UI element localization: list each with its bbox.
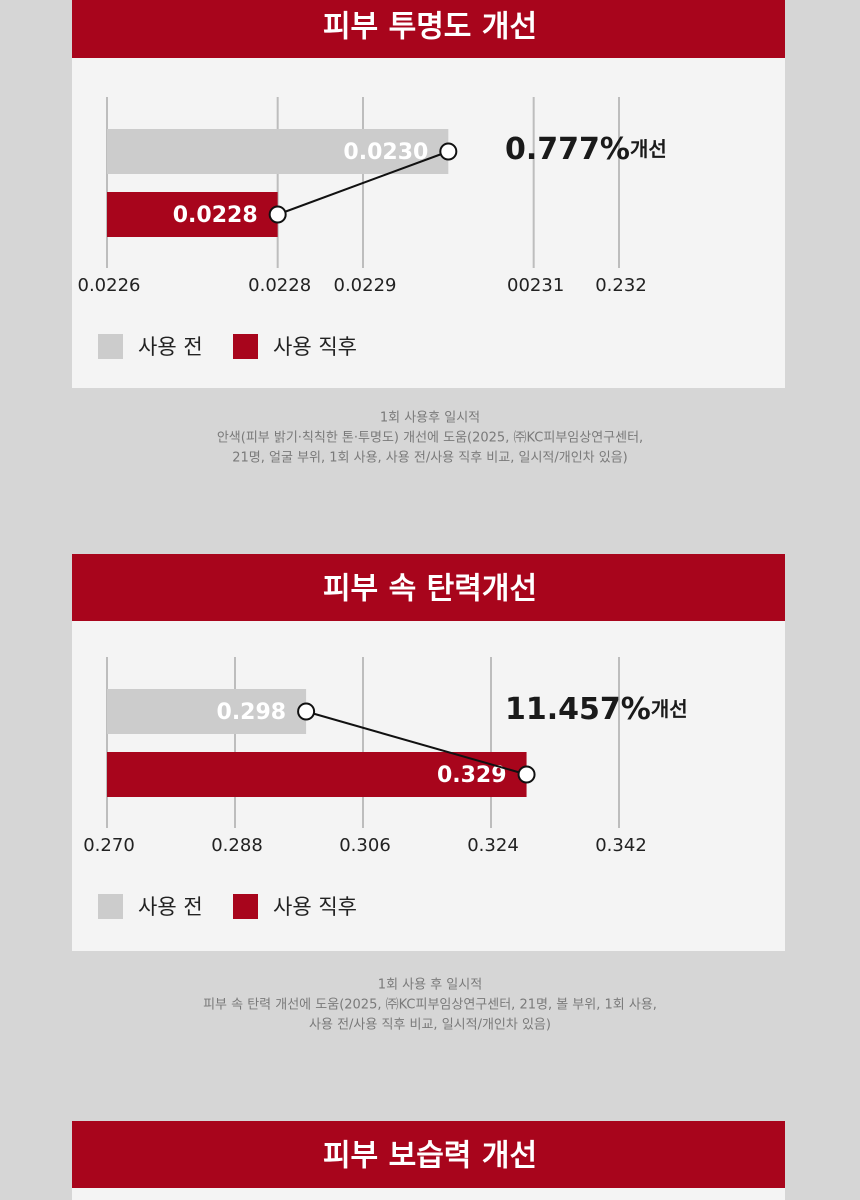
footnote: 21명, 얼굴 부위, 1회 사용, 사용 전/사용 직후 비교, 일시적/개인… <box>232 451 628 466</box>
connector-dot <box>297 702 316 721</box>
legend-label: 사용 전 <box>138 335 203 359</box>
x-tick-label: 00231 <box>507 275 564 296</box>
legend-swatch <box>98 334 123 359</box>
footnote: 피부 속 탄력 개선에 도움(2025, ㈜KC피부임상연구센터, 21명, 볼… <box>203 998 657 1013</box>
annotation-suffix: 개선 <box>630 137 667 161</box>
x-tick-label: 0.288 <box>211 835 263 856</box>
annotation: 11.457%개선 <box>505 692 688 727</box>
section-header <box>72 1121 785 1188</box>
section-title: 피부 보습력 개선 <box>323 1139 537 1174</box>
x-tick-label: 0.232 <box>595 275 647 296</box>
x-tick-label: 0.0228 <box>248 275 311 296</box>
annotation-suffix: 개선 <box>651 697 688 721</box>
bar <box>107 689 307 734</box>
bar <box>107 129 449 174</box>
connector-dot <box>439 142 458 161</box>
section-title: 피부 투명도 개선 <box>323 10 537 45</box>
value-label: 0.329 <box>437 763 507 788</box>
connector-dot <box>517 765 536 784</box>
footnote: 안색(피부 밝기·칙칙한 톤·투명도) 개선에 도움(2025, ㈜KC피부임상… <box>217 431 643 446</box>
legend-swatch <box>233 894 258 919</box>
legend-label: 사용 직후 <box>273 335 357 359</box>
x-tick-label: 0.342 <box>595 835 647 856</box>
bar <box>107 752 527 797</box>
x-tick-label: 0.324 <box>467 835 519 856</box>
value-label: 0.0230 <box>343 140 428 165</box>
chart-panel <box>72 1188 785 1200</box>
annotation-value: 0.777% <box>505 132 630 167</box>
x-tick-label: 0.0226 <box>78 275 141 296</box>
footnote: 1회 사용후 일시적 <box>380 411 480 426</box>
legend-swatch <box>233 334 258 359</box>
value-label: 0.298 <box>217 700 287 725</box>
bar <box>107 192 278 237</box>
value-label: 0.0228 <box>173 203 258 228</box>
section-header <box>72 554 785 621</box>
annotation-value: 11.457% <box>505 692 651 727</box>
footnote: 1회 사용 후 일시적 <box>378 978 482 993</box>
connector-dot <box>268 205 287 224</box>
x-tick-label: 0.270 <box>83 835 135 856</box>
footnote: 사용 전/사용 직후 비교, 일시적/개인차 있음) <box>309 1018 551 1033</box>
legend-label: 사용 전 <box>138 895 203 919</box>
legend-swatch <box>98 894 123 919</box>
annotation: 0.777%개선 <box>505 132 667 167</box>
connector-line <box>305 710 527 776</box>
section-header <box>72 0 785 58</box>
legend-label: 사용 직후 <box>273 895 357 919</box>
x-tick-label: 0.306 <box>339 835 391 856</box>
x-tick-label: 0.0229 <box>334 275 397 296</box>
section-title: 피부 속 탄력개선 <box>323 572 537 607</box>
connector-line <box>277 150 449 216</box>
